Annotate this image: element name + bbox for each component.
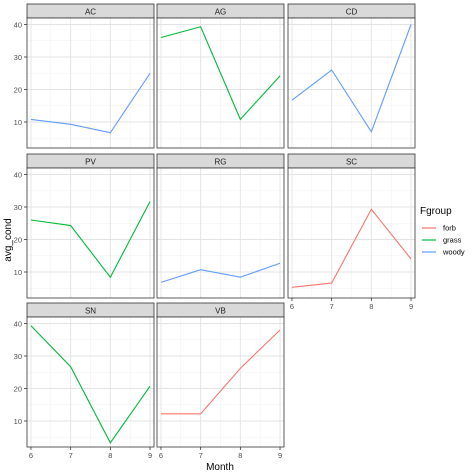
facet-strip-label: AC [85,8,96,17]
gridlines [157,317,284,447]
series-line-forb [291,208,412,288]
facet-panel-vb: VB 6 7 8 9 [156,302,285,460]
x-tick-label: 6 [29,451,33,460]
y-tick-label: 10 [14,268,22,277]
legend-item-grass: grass [422,236,462,245]
series-line-forb [160,329,281,415]
facet-panel-pv: PV 10 20 30 40 [14,153,155,299]
y-tick-label: 30 [14,203,22,212]
facet-panel-rg: RG [156,153,285,299]
legend-item-woody: woody [422,248,465,257]
series-line-woody [30,72,151,134]
facet-strip-label: PV [85,158,96,167]
panel-border [287,167,416,299]
y-tick-label: 30 [14,53,22,62]
y-tick-label: 20 [14,85,22,94]
panel-border [156,17,285,149]
gridlines [157,168,284,298]
gridlines [27,168,154,298]
facet-panel-cd: CD [287,3,416,149]
y-tick-label: 30 [14,352,22,361]
x-axis-label: Month [206,462,234,473]
x-tick-label: 9 [278,451,282,460]
legend-label-forb: forb [443,224,456,233]
y-axis-label: avg_cond [3,218,14,261]
y-tick-label: 20 [14,235,22,244]
x-tick-label: 7 [330,302,334,311]
y-tick-label: 40 [14,170,22,179]
x-tick-label: 9 [148,451,152,460]
panel-border [156,167,285,299]
facet-panel-sn: SN 10 20 30 40 6 7 8 9 [14,302,155,460]
x-tick-label: 7 [69,451,73,460]
panel-border [287,17,416,149]
x-tick-label: 8 [108,451,112,460]
legend-label-grass: grass [443,236,462,245]
series-line-grass [160,26,281,121]
legend: Fgroup forb grass woody [420,206,465,257]
gridlines [27,317,154,447]
y-tick-label: 10 [14,417,22,426]
y-tick-label: 20 [14,384,22,393]
panel-border [26,167,155,299]
gridlines [288,168,415,298]
facet-panel-sc: SC 6 7 8 9 [287,153,416,311]
x-tick-label: 9 [409,302,413,311]
series-line-grass [30,201,151,279]
gridlines [27,18,154,148]
y-tick-label: 40 [14,319,22,328]
facet-strip-label: SN [85,307,96,316]
facet-strip-label: AG [215,8,227,17]
panel-border [26,17,155,149]
x-tick-label: 8 [369,302,373,311]
facet-strip-label: VB [215,307,226,316]
facet-strip-label: RG [215,158,227,167]
facet-panel-ag: AG [156,3,285,149]
facet-panel-ac: AC 10 20 30 40 [14,3,155,149]
facet-strip-label: SC [346,158,357,167]
x-tick-label: 6 [290,302,294,311]
gridlines [157,18,284,148]
x-tick-label: 7 [199,451,203,460]
x-tick-label: 6 [159,451,163,460]
legend-label-woody: woody [442,248,465,257]
y-tick-label: 10 [14,118,22,127]
y-tick-label: 40 [14,20,22,29]
series-line-woody [160,262,281,283]
panel-border [156,316,285,448]
series-line-woody [291,24,412,133]
facet-strip-label: CD [346,8,358,17]
series-line-grass [30,325,151,444]
legend-title: Fgroup [420,206,452,217]
panel-border [26,316,155,448]
x-tick-label: 8 [238,451,242,460]
panels-layer: AC 10 20 30 40 AG CD PV 10 20 30 40 RG SC 6 7 8 9 SN 10 20 30… [14,3,416,460]
legend-item-forb: forb [422,224,456,233]
gridlines [288,18,415,148]
